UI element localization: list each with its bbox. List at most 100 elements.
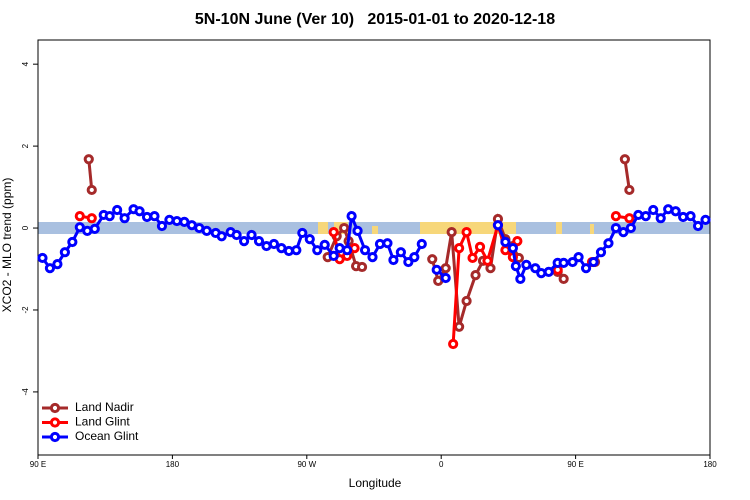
data-point (515, 273, 526, 284)
data-point (268, 238, 280, 250)
y-tick-label: 4 (21, 61, 30, 66)
plot-frame (37, 39, 711, 456)
data-point (700, 214, 711, 225)
series-line (79, 214, 630, 345)
data-point (403, 256, 414, 268)
data-point (454, 243, 465, 254)
data-point (291, 245, 302, 256)
x-tick-label: 90 E (30, 460, 46, 469)
data-point (427, 254, 438, 265)
data-point (312, 245, 323, 256)
x-tick-label: 90 W (297, 460, 316, 469)
data-point (119, 213, 130, 224)
data-point (467, 252, 478, 264)
data-point (112, 204, 123, 216)
data-point (567, 256, 578, 268)
data-point (619, 154, 630, 165)
data-point (573, 252, 584, 263)
y-tick-label: -2 (21, 306, 30, 314)
x-axis-title: Longitude (349, 476, 402, 490)
data-point (86, 184, 97, 196)
land-patch (318, 222, 328, 234)
data-point (440, 272, 451, 284)
data-point (470, 270, 481, 281)
data-point (625, 222, 636, 234)
data-point (692, 220, 704, 232)
data-point (446, 227, 457, 238)
data-point (461, 295, 472, 307)
data-point (492, 220, 504, 231)
data-point (339, 222, 350, 234)
land-band (38, 222, 710, 234)
data-point (510, 261, 521, 272)
data-point (328, 227, 339, 238)
land-patch (372, 226, 378, 234)
data-point (52, 258, 63, 270)
data-point (388, 254, 399, 266)
data-point (89, 223, 100, 234)
data-point (59, 247, 70, 258)
chart-title: 5N-10N June (Ver 10) 2015-01-01 to 2020-… (195, 11, 555, 28)
data-point (104, 211, 115, 222)
legend-label: Land Glint (75, 415, 130, 429)
data-point (610, 211, 622, 222)
data-point (86, 213, 97, 224)
land-patch (590, 224, 594, 234)
data-point (395, 247, 406, 258)
data-point (507, 243, 518, 254)
data-point (618, 227, 629, 238)
data-point (346, 211, 357, 222)
data-point (595, 247, 607, 258)
data-point (640, 211, 651, 222)
data-point (409, 252, 420, 263)
data-point (238, 236, 250, 247)
data-point (543, 266, 554, 277)
legend-label: Ocean Glint (75, 429, 139, 443)
data-point (134, 206, 145, 217)
data-point (588, 256, 599, 268)
legend-marker (49, 431, 61, 443)
x-tick-label: 180 (703, 460, 717, 469)
y-tick-label: 2 (21, 143, 30, 148)
data-point (231, 229, 242, 241)
data-point (156, 220, 168, 232)
data-point (356, 261, 368, 273)
x-tick-label: 180 (166, 460, 180, 469)
data-point (359, 245, 371, 256)
data-point (367, 252, 378, 263)
data-point (461, 227, 472, 238)
legend-label: Land Nadir (75, 400, 134, 414)
data-point (304, 234, 315, 245)
data-point (342, 245, 353, 256)
data-point (512, 236, 523, 247)
data-point (610, 222, 622, 234)
data-point (603, 238, 614, 249)
data-point (655, 213, 666, 224)
data-point (500, 236, 511, 248)
data-point (201, 225, 212, 237)
data-point (580, 263, 592, 274)
data-point (454, 321, 465, 332)
data-point (482, 255, 493, 266)
data-point (416, 238, 427, 250)
data-point (558, 257, 569, 268)
series-line (87, 158, 631, 328)
legend-marker (49, 417, 61, 428)
data-point (37, 252, 48, 264)
x-tick-label: 0 (439, 460, 444, 469)
data-point (297, 227, 308, 239)
data-point (149, 211, 160, 222)
data-point (624, 184, 635, 196)
data-point (216, 231, 227, 242)
data-point (382, 238, 393, 249)
x-tick-label: 90 E (567, 460, 583, 469)
data-point (74, 211, 85, 222)
data-point (44, 263, 56, 274)
y-tick-label: -4 (21, 388, 30, 396)
land-patch (556, 222, 562, 234)
data-point (521, 259, 532, 271)
y-axis-title: XCO2 - MLO trend (ppm) (0, 178, 14, 313)
data-point (624, 213, 635, 224)
data-point (83, 154, 94, 165)
